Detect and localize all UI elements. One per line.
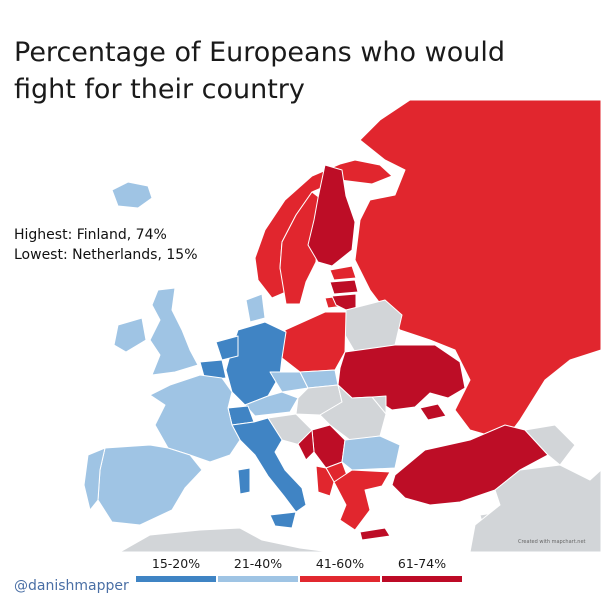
mapchart-credit: Created with mapchart.net: [518, 539, 586, 545]
region-sardinia: [237, 467, 251, 495]
region-great-britain: [149, 287, 199, 376]
europe-map: [83, 100, 601, 552]
region-caucasus: [524, 424, 576, 466]
title-line-1: Percentage of Europeans who would: [14, 37, 505, 68]
region-crimea: [419, 403, 447, 421]
region-middle-east: [469, 464, 601, 552]
legend-item-1: 15-20%: [136, 557, 216, 582]
map-legend: 15-20% 21-40% 41-60% 61-74%: [136, 557, 462, 583]
legend-item-3: 41-60%: [300, 557, 380, 582]
region-iceland: [111, 181, 153, 209]
legend-label: 15-20%: [151, 556, 201, 571]
region-estonia: [329, 265, 357, 281]
legend-swatch: [218, 576, 298, 582]
region-greece: [333, 469, 391, 531]
region-bulgaria: [341, 435, 401, 471]
author-credit: @danishmapper: [14, 578, 129, 594]
region-belarus: [344, 299, 403, 353]
legend-swatch: [382, 576, 462, 582]
region-finland: [307, 164, 356, 267]
legend-swatch: [136, 576, 216, 582]
region-albania: [315, 465, 335, 497]
region-latvia: [329, 279, 359, 295]
region-germany: [225, 321, 287, 406]
highest-stat: Highest: Finland, 74%: [14, 227, 167, 243]
stats-block: Highest: Finland, 74% Lowest: Netherland…: [14, 225, 198, 265]
region-ireland: [113, 317, 147, 353]
region-lithuania: [331, 293, 357, 311]
region-north-africa: [119, 527, 331, 552]
region-greek-islands: [359, 527, 391, 541]
region-portugal: [83, 447, 106, 511]
legend-label: 41-60%: [315, 556, 365, 571]
region-sicily: [269, 511, 297, 529]
region-russia: [354, 100, 601, 441]
region-spain: [97, 444, 203, 526]
region-poland: [281, 311, 347, 373]
map-title: Percentage of Europeans who would fight …: [14, 34, 534, 108]
lowest-stat: Lowest: Netherlands, 15%: [14, 247, 198, 263]
region-netherlands: [215, 335, 239, 361]
legend-item-2: 21-40%: [218, 557, 298, 582]
legend-swatch: [300, 576, 380, 582]
title-line-2: fight for their country: [14, 74, 305, 105]
region-denmark: [245, 293, 266, 323]
region-italy: [231, 417, 307, 513]
region-bosnia: [297, 429, 315, 461]
legend-label: 61-74%: [397, 556, 447, 571]
legend-label: 21-40%: [233, 556, 283, 571]
legend-item-4: 61-74%: [382, 557, 462, 582]
region-france: [149, 374, 241, 463]
region-belgium: [199, 359, 227, 381]
